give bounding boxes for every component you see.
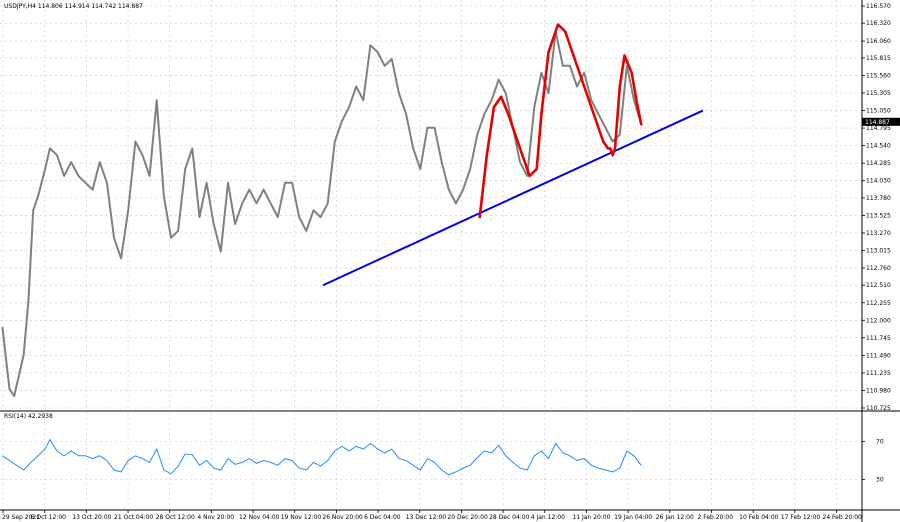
current-price-label: 114.887 [865, 119, 890, 126]
x-tick-label: 29 Sep 2021 [2, 514, 40, 521]
y-tick-label: 112.000 [866, 317, 891, 324]
y-tick-label: 116.060 [866, 38, 891, 45]
y-tick-label: 110.725 [866, 405, 891, 412]
rsi-header: RSI(14) 42.2938 [4, 413, 53, 420]
y-tick-label: 115.560 [866, 72, 891, 79]
rsi-grid [0, 441, 862, 480]
x-tick-label: 20 Dec 20:00 [447, 514, 488, 521]
y-tick-label: 112.510 [866, 282, 891, 289]
y-tick-label: 111.490 [866, 352, 891, 359]
y-tick-label: 114.285 [866, 160, 891, 167]
y-tick-label: 113.525 [866, 212, 891, 219]
rsi-tick-label: 70 [876, 439, 884, 446]
x-tick-label: 11 Jan 20:00 [572, 514, 610, 521]
y-axis-ticks: 116.570 116.320 116.060 115.815 115.560 115.3… [862, 3, 891, 412]
pattern-drawing [478, 23, 643, 219]
y-tick-label: 110.980 [866, 387, 891, 394]
x-tick-label: 28 Oct 12:00 [156, 514, 195, 521]
y-tick-label: 112.255 [866, 300, 891, 307]
x-tick-label: 19 Nov 12:00 [281, 514, 322, 521]
y-tick-label: 115.815 [866, 55, 891, 62]
x-tick-label: 13 Oct 20:00 [72, 514, 111, 521]
y-tick-label: 113.780 [866, 195, 891, 202]
x-tick-label: 24 Feb 20:00 [823, 514, 863, 521]
y-tick-label: 112.760 [866, 265, 891, 272]
x-tick-label: 19 Jan 04:00 [614, 514, 652, 521]
x-tick-label: 12 Nov 04:00 [239, 514, 280, 521]
y-tick-label: 114.795 [866, 125, 891, 132]
x-tick-label: 6 Dec 04:00 [364, 514, 401, 521]
rsi-tick-label: 30 [876, 477, 884, 484]
x-tick-label: 21 Oct 04:00 [114, 514, 153, 521]
y-tick-label: 116.320 [866, 20, 891, 27]
price-series [1, 30, 643, 397]
y-tick-label: 111.745 [866, 335, 891, 342]
support-trendline [322, 109, 704, 287]
x-tick-label: 10 Feb 04:00 [739, 514, 779, 521]
rsi-series [2, 438, 642, 476]
y-tick-label: 113.015 [866, 248, 891, 255]
x-tick-label: 17 Feb 12:00 [781, 514, 821, 521]
x-tick-label: 26 Nov 20:00 [322, 514, 363, 521]
main-header: USDJPY,H4 114.806 114.914 114.742 114.88… [4, 3, 143, 10]
x-tick-label: 6 Oct 12:00 [31, 514, 66, 521]
x-tick-label: 2 Feb 20:00 [697, 514, 733, 521]
y-tick-label: 113.270 [866, 230, 891, 237]
y-tick-label: 116.570 [866, 3, 891, 10]
x-tick-label: 28 Dec 04:00 [489, 514, 530, 521]
y-tick-label: 115.305 [866, 90, 891, 97]
y-tick-label: 114.030 [866, 178, 891, 185]
x-tick-label: 4 Nov 20:00 [197, 514, 234, 521]
y-tick-label: 111.235 [866, 370, 891, 377]
x-tick-label: 26 Jan 12:00 [656, 514, 694, 521]
y-tick-label: 114.540 [866, 143, 891, 150]
x-tick-label: 13 Dec 12:00 [406, 514, 447, 521]
y-tick-label: 115.050 [866, 108, 891, 115]
current-price-box [862, 117, 900, 126]
x-tick-label: 4 Jan 12:00 [531, 514, 565, 521]
